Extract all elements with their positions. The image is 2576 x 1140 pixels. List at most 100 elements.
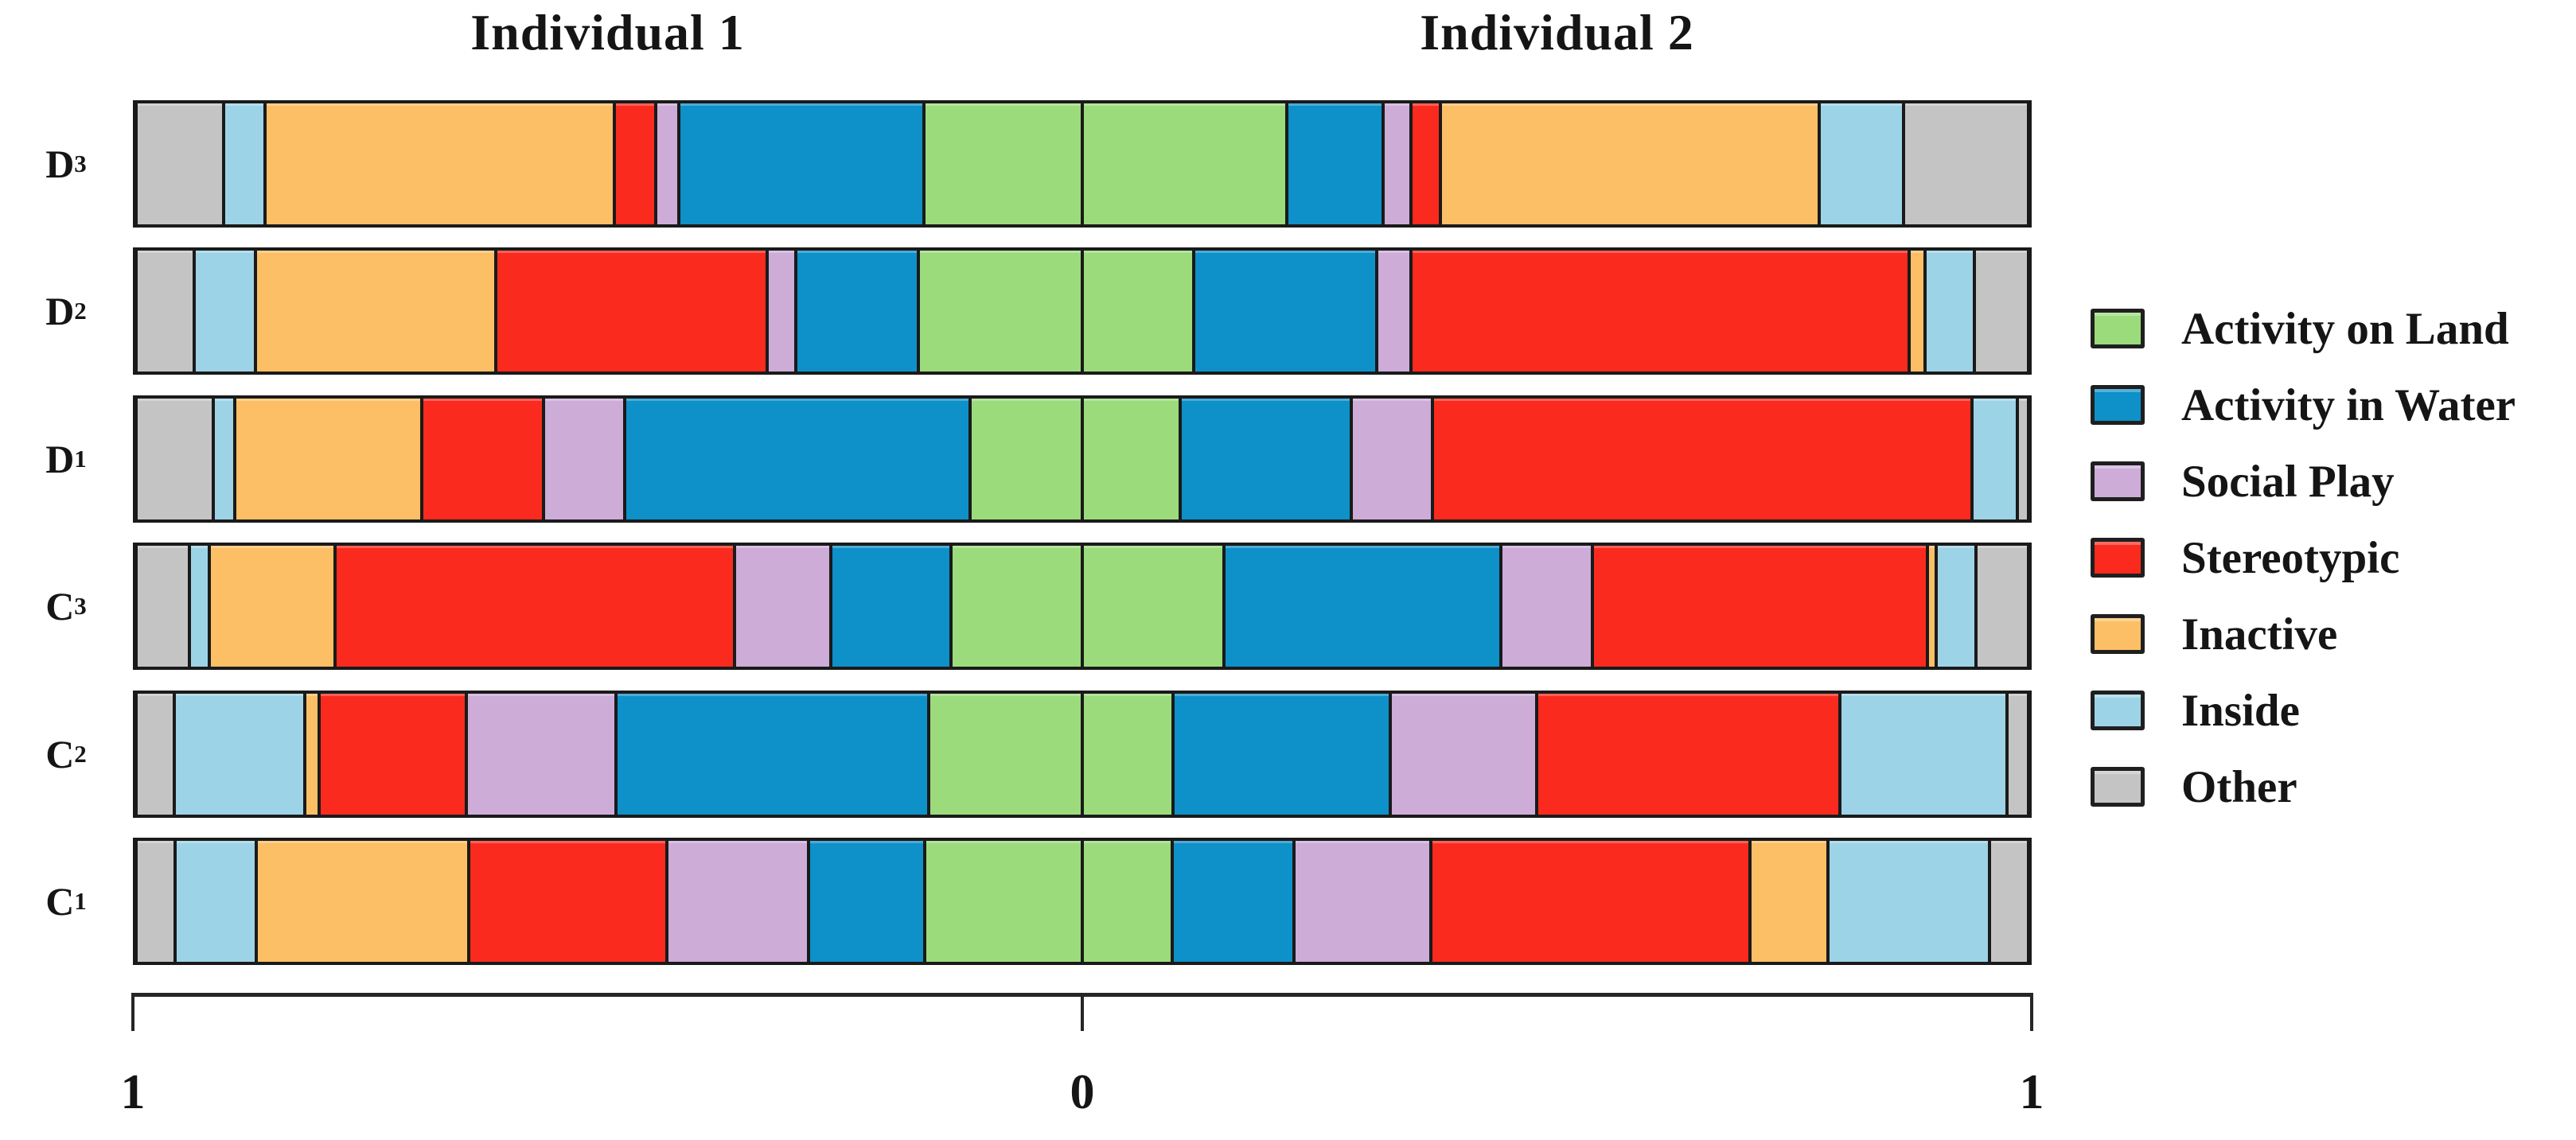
- segment-social-individual1: [667, 841, 809, 962]
- segment-land-individual2: [1082, 399, 1180, 519]
- segment-water-individual1: [678, 103, 924, 224]
- segment-other-individual2: [1976, 546, 2028, 667]
- segment-inside-individual1: [175, 841, 256, 962]
- segment-water-individual1: [831, 546, 951, 667]
- segment-social-individual2: [1383, 103, 1411, 224]
- segment-social-individual1: [735, 546, 832, 667]
- segment-water-individual2: [1179, 399, 1352, 519]
- segment-inside-individual2: [1828, 841, 1989, 962]
- segment-inside-individual2: [1972, 399, 2017, 519]
- legend-swatch-social: [2091, 461, 2145, 501]
- title-individual-1: Individual 1: [470, 4, 745, 60]
- segment-land-individual2: [1082, 841, 1173, 962]
- legend-item-inside: Inside: [2091, 672, 2516, 749]
- segment-land-individual1: [923, 103, 1082, 224]
- segment-other-individual2: [1903, 103, 2028, 224]
- segment-other-individual1: [135, 103, 224, 224]
- segment-stereo-individual1: [335, 546, 735, 667]
- legend: Activity on Land Activity in Water Social …: [2091, 290, 2516, 825]
- segment-other-individual1: [135, 694, 175, 815]
- segment-land-individual1: [928, 694, 1082, 815]
- segment-water-individual2: [1224, 546, 1501, 667]
- bar-half-individual1: [136, 546, 1082, 667]
- legend-swatch-stereo: [2091, 538, 2145, 578]
- segment-stereo-individual2: [1592, 546, 1928, 667]
- segment-other-individual2: [2017, 399, 2029, 519]
- legend-swatch-water: [2091, 385, 2145, 425]
- chart-area: Individual 1 Individual 2 1 0 1: [121, 0, 2044, 1140]
- segment-land-individual1: [918, 251, 1082, 372]
- segment-water-individual1: [796, 251, 918, 372]
- segment-stereo-individual1: [496, 251, 767, 372]
- segment-water-individual2: [1172, 841, 1294, 962]
- segment-inactive-individual1: [255, 251, 497, 372]
- segment-social-individual2: [1351, 399, 1432, 519]
- segment-other-individual1: [136, 251, 194, 372]
- bar-half-individual2: [1082, 694, 2028, 815]
- title-individual-2: Individual 2: [1420, 4, 1694, 60]
- segment-water-individual1: [809, 841, 926, 962]
- legend-item-inactive: Inactive: [2091, 596, 2516, 672]
- segment-land-individual2: [1082, 103, 1288, 224]
- segment-water-individual1: [615, 694, 929, 815]
- legend-item-stereo: Stereotypic: [2091, 519, 2516, 596]
- segment-inside-individual1: [212, 399, 236, 519]
- bar-row-D3: [133, 100, 2032, 228]
- segment-inactive-individual2: [1927, 546, 1937, 667]
- segment-inside-individual2: [1936, 546, 1977, 667]
- segment-stereo-individual2: [1431, 841, 1751, 962]
- segment-other-individual2: [1989, 841, 2029, 962]
- segment-inside-individual1: [189, 546, 209, 667]
- segment-land-individual2: [1082, 546, 1225, 667]
- segment-inactive-individual1: [255, 841, 470, 962]
- legend-label-social: Social Play: [2181, 456, 2395, 507]
- segment-social-individual1: [656, 103, 679, 224]
- segment-other-individual2: [1974, 251, 2028, 372]
- segment-inactive-individual1: [208, 546, 336, 667]
- segment-social-individual1: [543, 399, 625, 519]
- segment-stereo-individual2: [1537, 694, 1840, 815]
- segment-inactive-individual1: [235, 399, 423, 519]
- segment-other-individual1: [136, 546, 189, 667]
- legend-swatch-inside: [2091, 691, 2145, 730]
- segment-social-individual1: [466, 694, 616, 815]
- x-axis-label-left: 1: [120, 1065, 146, 1119]
- segment-social-individual1: [766, 251, 797, 372]
- bar-row-C3: [133, 543, 2032, 670]
- segment-stereo-individual1: [614, 103, 657, 224]
- segment-other-individual1: [136, 841, 176, 962]
- bar-row-C1: [133, 838, 2032, 965]
- segment-inactive-individual2: [1908, 251, 1926, 372]
- x-axis-tick-0: [131, 993, 134, 1031]
- segment-other-individual2: [2006, 694, 2028, 815]
- bar-half-individual2: [1082, 399, 2029, 519]
- segment-stereo-individual1: [422, 399, 544, 519]
- segment-other-individual1: [136, 399, 213, 519]
- segment-inside-individual1: [223, 103, 266, 224]
- segment-stereo-individual2: [1432, 399, 1973, 519]
- legend-label-inside: Inside: [2181, 685, 2300, 736]
- x-axis-label-center: 0: [1070, 1065, 1095, 1119]
- bar-half-individual2: [1082, 251, 2028, 372]
- bar-half-individual2: [1082, 103, 2028, 224]
- legend-item-water: Activity in Water: [2091, 367, 2516, 443]
- segment-water-individual2: [1287, 103, 1384, 224]
- segment-inside-individual2: [1925, 251, 1975, 372]
- bar-half-individual1: [136, 399, 1082, 519]
- legend-label-land: Activity on Land: [2181, 303, 2509, 354]
- segment-land-individual1: [970, 399, 1082, 519]
- bar-row-C2: [133, 691, 2032, 818]
- segment-land-individual1: [925, 841, 1082, 962]
- legend-label-stereo: Stereotypic: [2181, 532, 2400, 583]
- legend-label-other: Other: [2181, 761, 2297, 812]
- segment-inactive-individual1: [265, 103, 614, 224]
- segment-inside-individual2: [1818, 103, 1904, 224]
- segment-inactive-individual2: [1750, 841, 1829, 962]
- segment-social-individual2: [1500, 546, 1593, 667]
